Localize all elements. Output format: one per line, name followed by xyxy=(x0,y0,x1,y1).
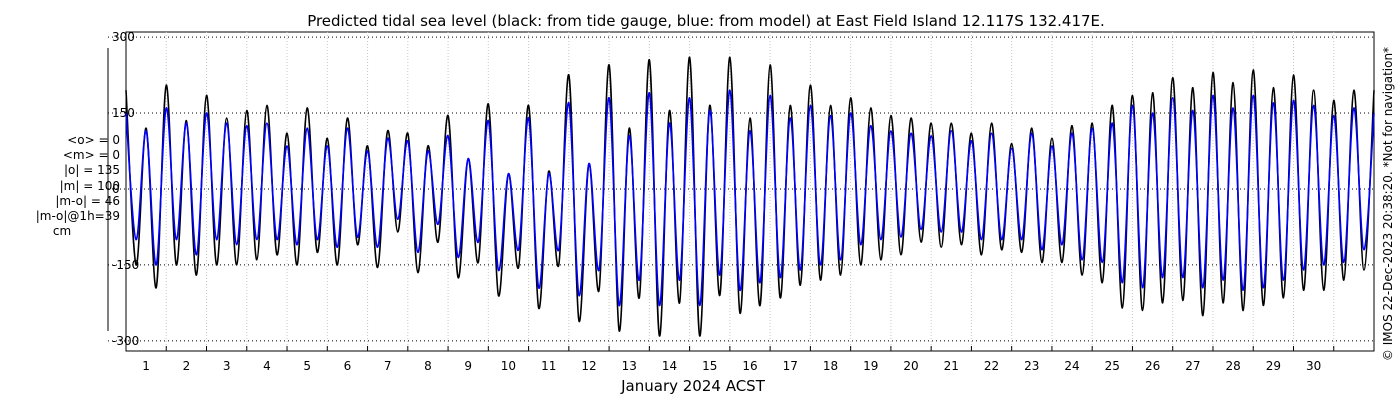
stat-abs-observed: |o| = 135 xyxy=(63,163,120,178)
x-tick-label: 6 xyxy=(344,359,352,373)
x-tick-label: 21 xyxy=(944,359,959,373)
y-tick-label: -300 xyxy=(112,334,139,348)
x-tick-label: 22 xyxy=(984,359,999,373)
x-axis-label: January 2024 ACST xyxy=(620,377,766,395)
x-tick-label: 7 xyxy=(384,359,392,373)
x-tick-label: 28 xyxy=(1225,359,1240,373)
x-tick-label: 3 xyxy=(223,359,231,373)
stat-mean-model: <m> = 0 xyxy=(62,148,120,163)
x-tick-label: 11 xyxy=(541,359,556,373)
x-tick-label: 20 xyxy=(903,359,918,373)
x-tick-label: 14 xyxy=(662,359,677,373)
x-tick-label: 15 xyxy=(702,359,717,373)
x-tick-label: 8 xyxy=(424,359,432,373)
x-tick-label: 18 xyxy=(823,359,838,373)
y-tick-labels: 300 150 0 -150 -300 xyxy=(112,30,139,348)
x-tick-label: 24 xyxy=(1064,359,1079,373)
x-tick-label: 2 xyxy=(183,359,191,373)
stat-mean-observed: <o> = 0 xyxy=(67,133,120,147)
plot-frame xyxy=(125,31,1375,352)
stat-abs-diff: |m-o| = 46 xyxy=(55,193,120,208)
x-tick-label: 29 xyxy=(1266,359,1281,373)
x-tick-label: 26 xyxy=(1145,359,1160,373)
series-lines xyxy=(125,56,1375,337)
x-tick-label: 23 xyxy=(1024,359,1039,373)
stat-abs-diff-1h: |m-o|@1h=39 xyxy=(35,209,120,224)
y-tick-label: -150 xyxy=(112,258,139,272)
imos-watermark: © IMOS 22-Dec-2023 20:38:20. *Not for na… xyxy=(1381,47,1395,361)
x-tick-label: 17 xyxy=(783,359,798,373)
x-tick-label: 1 xyxy=(142,359,150,373)
series-line-model xyxy=(125,89,1375,307)
y-tick-label: 150 xyxy=(112,106,135,120)
chart-title: Predicted tidal sea level (black: from t… xyxy=(307,12,1105,30)
x-tick-label: 9 xyxy=(464,359,472,373)
x-tick-label: 12 xyxy=(581,359,596,373)
x-tick-label: 4 xyxy=(263,359,271,373)
x-tick-labels: 1 2 3 4 5 6 7 8 9 10 11 12 13 14 15 16 17 18 19 20 21 22 23 24 2… xyxy=(142,359,1321,373)
y-tick-label: 300 xyxy=(112,30,135,44)
x-tick-label: 13 xyxy=(622,359,637,373)
statistics-panel: <o> = 0 <m> = 0 |o| = 135 |m| = 100 |m-o… xyxy=(4,133,120,239)
x-tick-label: 16 xyxy=(742,359,757,373)
x-tick-label: 27 xyxy=(1185,359,1200,373)
y-tick-label: 0 xyxy=(112,182,120,196)
stat-unit: cm xyxy=(52,224,72,239)
x-tick-label: 25 xyxy=(1105,359,1120,373)
x-gridlines xyxy=(165,32,1335,351)
x-tick-label: 10 xyxy=(501,359,516,373)
y-gridlines xyxy=(108,36,1374,342)
x-tick-label: 19 xyxy=(863,359,878,373)
x-tick-label: 5 xyxy=(303,359,311,373)
x-tick-label: 30 xyxy=(1306,359,1321,373)
stat-abs-model: |m| = 100 xyxy=(59,178,120,193)
